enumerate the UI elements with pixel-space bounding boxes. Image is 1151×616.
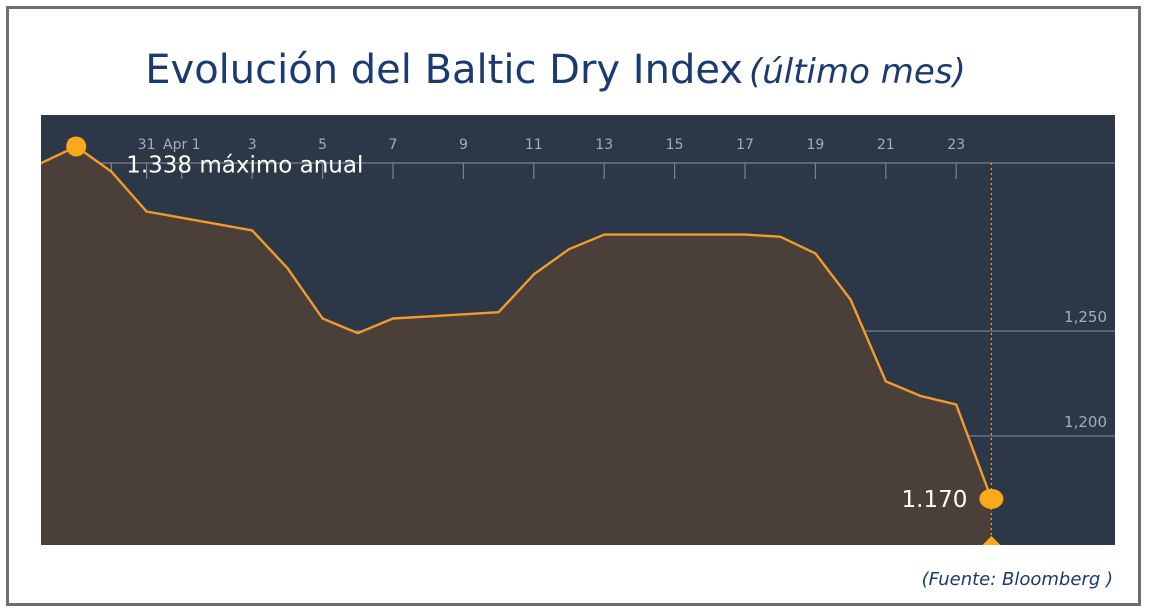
title-subtitle: (último mes) <box>748 52 966 92</box>
series-line <box>41 145 993 500</box>
x-tick-label: Apr 1 <box>163 137 201 153</box>
annotation-marker <box>66 136 87 157</box>
x-tick-label: 7 <box>389 137 398 153</box>
x-tick-label: 15 <box>666 137 684 153</box>
chart-title: Evolución del Baltic Dry Index (último me… <box>9 47 1102 93</box>
title-main: Evolución del Baltic Dry Index <box>145 47 743 93</box>
annotation-label: 1.170 <box>902 487 968 513</box>
x-tick-label: 19 <box>806 137 824 153</box>
x-tick-label: 17 <box>736 137 754 153</box>
source-note: (Fuente: Bloomberg ) <box>921 569 1113 590</box>
x-tick-label: 31 <box>138 137 156 153</box>
x-tick-label: 13 <box>595 137 613 153</box>
series-area <box>41 146 992 545</box>
x-tick-label: 9 <box>459 137 468 153</box>
x-tick-label: 21 <box>877 137 895 153</box>
annotation-marker <box>979 488 1004 509</box>
annotation-label: 1.338 máximo anual <box>126 152 363 178</box>
x-tick-label: 3 <box>248 137 257 153</box>
x-tick-label: 23 <box>947 137 965 153</box>
cursor-diamond <box>982 536 1001 545</box>
y-tick-label: 1,200 <box>1064 413 1107 431</box>
y-tick-label: 1,250 <box>1064 308 1107 326</box>
x-tick-label: 5 <box>318 137 327 153</box>
x-tick-label: 11 <box>525 137 543 153</box>
